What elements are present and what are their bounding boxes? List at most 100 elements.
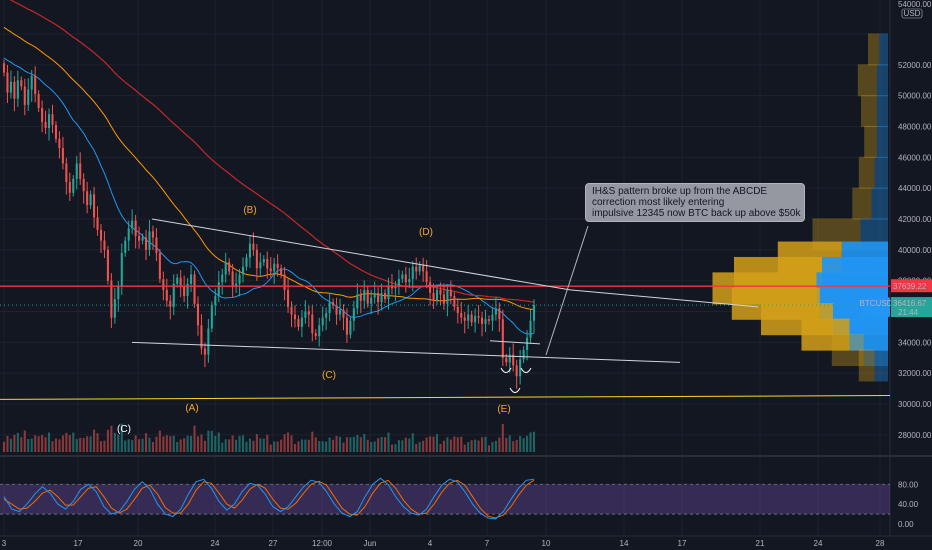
volume-bar bbox=[106, 429, 109, 452]
candle-body bbox=[304, 311, 307, 318]
price-tick-label: 52000.00 bbox=[898, 61, 932, 70]
volume-bar bbox=[273, 441, 276, 452]
candle-body bbox=[415, 266, 418, 272]
candle-body bbox=[290, 306, 293, 315]
volume-bar bbox=[449, 439, 452, 452]
volume-bar bbox=[141, 438, 144, 452]
candle-body bbox=[442, 294, 445, 304]
volume-bar bbox=[456, 437, 459, 452]
candle-body bbox=[207, 328, 210, 355]
volume-bar bbox=[463, 444, 466, 452]
volume-bar bbox=[214, 435, 217, 452]
candle-body bbox=[151, 231, 154, 238]
volume-bar bbox=[259, 438, 262, 452]
candle-body bbox=[498, 308, 501, 320]
last-price-text: 36416.67 bbox=[893, 299, 927, 308]
volume-bar bbox=[210, 430, 213, 452]
shoulder-arc bbox=[500, 367, 512, 373]
volume-bar bbox=[283, 434, 286, 452]
volume-bar bbox=[144, 433, 148, 452]
candle-body bbox=[13, 81, 16, 99]
candle-body bbox=[47, 114, 51, 129]
stoch-tick-label: 80.00 bbox=[898, 480, 919, 489]
wave-label: (A) bbox=[185, 403, 198, 414]
candle-body bbox=[186, 283, 189, 297]
volume-bar bbox=[435, 433, 439, 452]
volume-bar bbox=[494, 440, 497, 452]
volume-bar bbox=[138, 439, 141, 452]
profile-sell-bar bbox=[868, 33, 880, 66]
volume-bar bbox=[467, 442, 470, 452]
volume-bar bbox=[290, 435, 293, 452]
volume-bar bbox=[418, 442, 421, 452]
candle-body bbox=[37, 94, 40, 108]
time-tick-label: 7 bbox=[485, 539, 490, 548]
profile-buy-bar bbox=[849, 318, 888, 351]
volume-bar bbox=[183, 438, 186, 452]
profile-sell-bar bbox=[852, 187, 872, 220]
stoch-tick-label: 40.00 bbox=[898, 500, 919, 509]
volume-bar bbox=[349, 437, 352, 452]
volume-bar bbox=[47, 432, 51, 452]
level-price-text: 37639.22 bbox=[893, 282, 927, 291]
volume-bar bbox=[238, 435, 241, 452]
volume-bar bbox=[481, 437, 484, 452]
time-tick-label: 12:00 bbox=[312, 539, 333, 548]
candle-body bbox=[501, 319, 504, 358]
volume-bar bbox=[373, 441, 376, 452]
candle-body bbox=[370, 297, 373, 304]
annotation-callout[interactable]: IH&S pattern broke up from the ABCDE cor… bbox=[585, 183, 805, 222]
candle-body bbox=[93, 194, 96, 218]
price-tick-label: 40000.00 bbox=[898, 246, 932, 255]
volume-bar bbox=[390, 444, 394, 452]
support-trendline bbox=[0, 395, 891, 400]
candle-body bbox=[491, 314, 494, 321]
candle-body bbox=[373, 293, 376, 298]
candle-body bbox=[193, 274, 196, 304]
volume-bar bbox=[314, 437, 317, 452]
candle-body bbox=[238, 274, 241, 284]
wave-label: (B) bbox=[243, 205, 256, 216]
profile-sell-bar bbox=[857, 64, 877, 97]
volume-bar bbox=[72, 432, 75, 452]
volume-bar bbox=[498, 437, 501, 452]
candle-body bbox=[183, 286, 186, 297]
volume-bar bbox=[512, 441, 515, 452]
volume-bar bbox=[127, 439, 130, 452]
volume-bar bbox=[193, 425, 196, 452]
candle-body bbox=[228, 262, 231, 272]
volume-bar bbox=[113, 432, 116, 452]
candle-body bbox=[311, 314, 314, 334]
volume-bar bbox=[505, 437, 508, 452]
candle-body bbox=[196, 303, 200, 326]
price-axis: 52000.00 50000.00 48000.00 46000.00 44000.00… bbox=[860, 0, 932, 440]
volume-bar bbox=[363, 433, 366, 452]
candle-body bbox=[131, 220, 134, 229]
candle-body bbox=[99, 229, 103, 241]
annotation-line-3: impulsive 12345 now BTC back up above $5… bbox=[592, 208, 801, 219]
volume-bar bbox=[158, 430, 161, 452]
volume-bar bbox=[356, 434, 359, 452]
currency-label: USD bbox=[904, 9, 921, 18]
volume-bar bbox=[151, 442, 154, 452]
time-tick-label: 14 bbox=[620, 539, 629, 548]
candle-body bbox=[134, 220, 137, 236]
candle-body bbox=[27, 89, 30, 105]
candle-body bbox=[96, 217, 99, 230]
candle-body bbox=[2, 63, 6, 73]
candle-body bbox=[519, 359, 522, 377]
volume-bar bbox=[172, 435, 175, 452]
candle-body bbox=[127, 228, 130, 241]
candle-body bbox=[241, 266, 245, 275]
candle-body bbox=[449, 289, 452, 297]
volume-bar bbox=[255, 434, 258, 452]
profile-buy-bar bbox=[877, 95, 888, 128]
candle-body bbox=[190, 274, 193, 284]
volume-bar bbox=[425, 437, 428, 452]
volume-bar bbox=[190, 435, 193, 452]
candle-body bbox=[210, 305, 213, 329]
volume-bar bbox=[370, 442, 373, 452]
stochastic-rsi-pane: 80.00 40.00 0.00 bbox=[0, 477, 919, 529]
candle-body bbox=[425, 271, 428, 283]
candle-body bbox=[148, 231, 151, 250]
